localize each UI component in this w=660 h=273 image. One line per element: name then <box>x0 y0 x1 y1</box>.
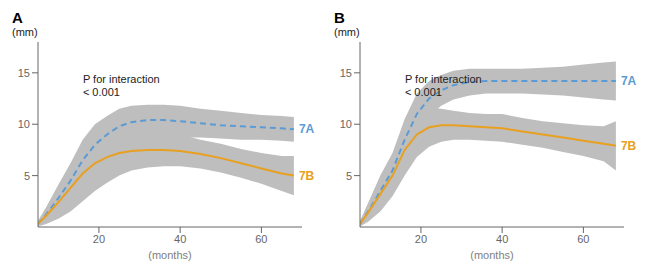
svg-text:20: 20 <box>93 233 105 245</box>
svg-text:40: 40 <box>496 233 508 245</box>
html-text:< 0.001: < 0.001 <box>82 86 120 99</box>
html-text:A: A <box>12 9 23 26</box>
svg-text:15: 15 <box>340 67 352 79</box>
svg-text:60: 60 <box>577 233 589 245</box>
html-text:(mm): (mm) <box>12 26 38 38</box>
svg-text:7B: 7B <box>621 139 637 153</box>
html-text:(mm): (mm) <box>334 26 360 38</box>
svg-text:(months): (months) <box>470 249 513 261</box>
svg-text:40: 40 <box>174 233 186 245</box>
svg-text:5: 5 <box>24 170 30 182</box>
svg-text:10: 10 <box>340 118 352 130</box>
svg-text:7A: 7A <box>621 74 637 88</box>
svg-text:7A: 7A <box>299 122 315 136</box>
html-text:< 0.001: < 0.001 <box>404 86 442 99</box>
html-text:B: B <box>334 9 345 26</box>
html-text:P for interaction: P for interaction <box>82 73 160 86</box>
svg-text:10: 10 <box>18 118 30 130</box>
svg-text:(months): (months) <box>148 249 191 261</box>
svg-text:5: 5 <box>346 170 352 182</box>
svg-text:20: 20 <box>415 233 427 245</box>
svg-text:60: 60 <box>255 233 267 245</box>
svg-text:7B: 7B <box>299 169 315 183</box>
html-text:P for interaction: P for interaction <box>404 73 482 86</box>
svg-text:15: 15 <box>18 67 30 79</box>
